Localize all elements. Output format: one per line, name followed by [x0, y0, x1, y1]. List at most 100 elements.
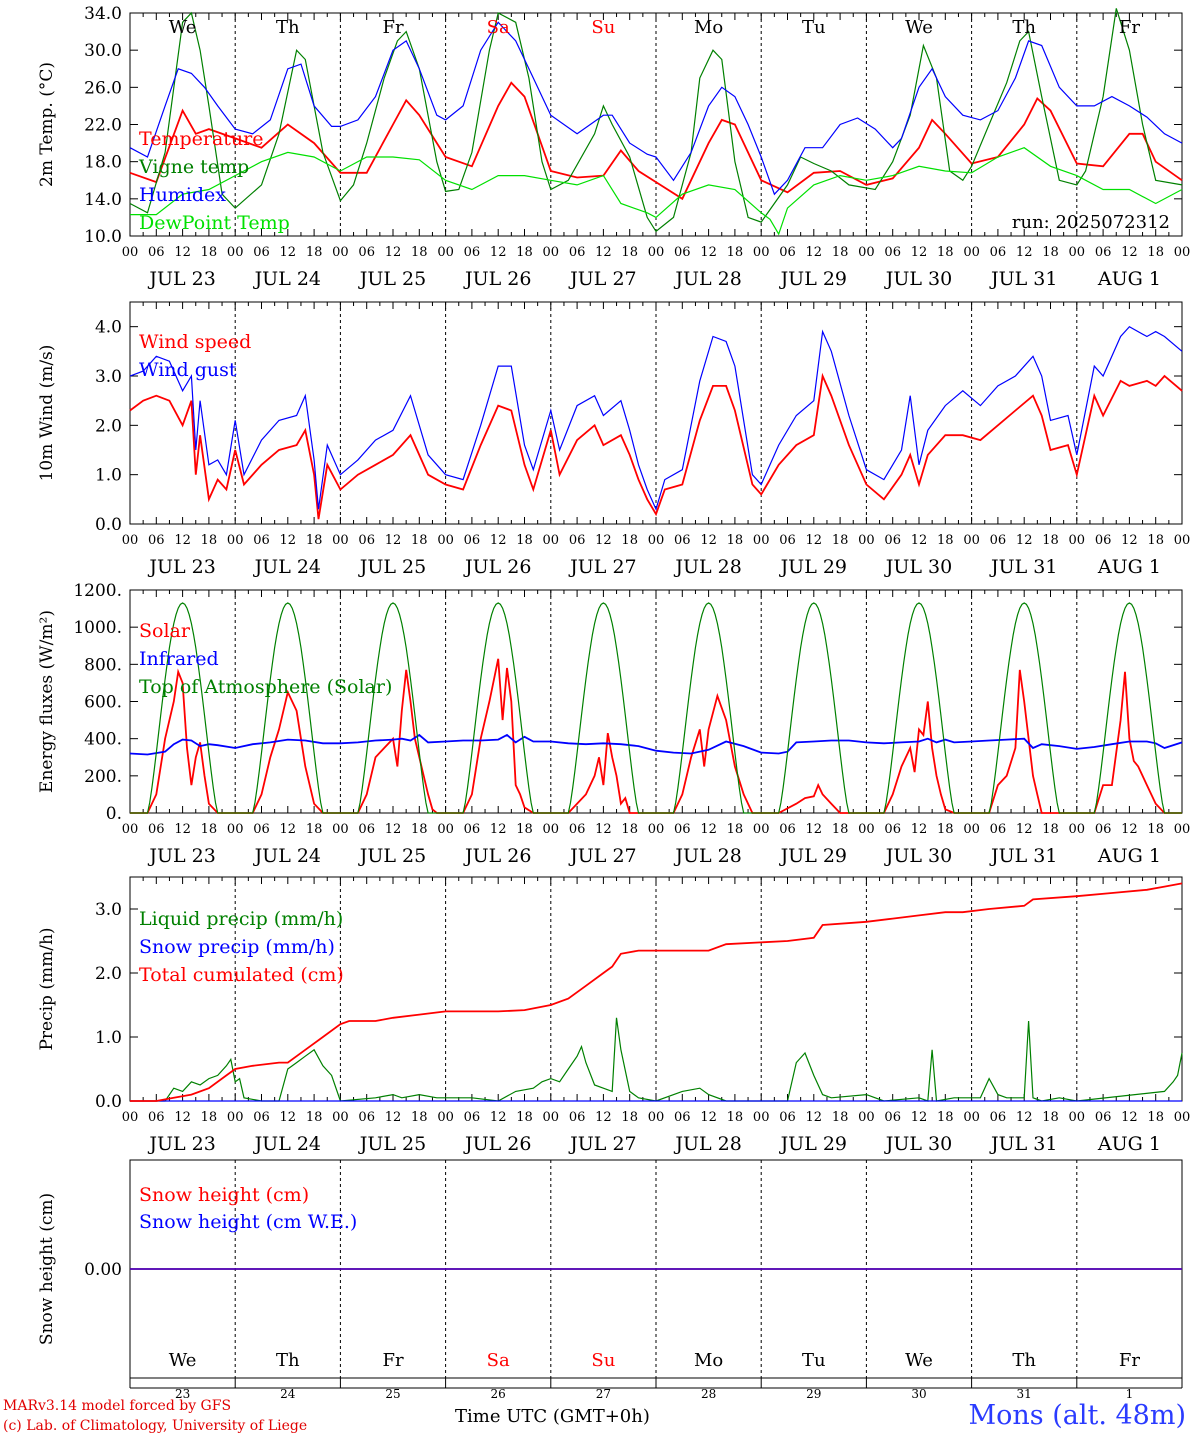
- energy-hour-label: 18: [1147, 822, 1164, 837]
- wind-hour-label: 12: [1016, 533, 1033, 548]
- temperature-hour-label: 18: [727, 245, 744, 260]
- weekday-label-top: We: [169, 17, 197, 38]
- energy-hour-label: 06: [990, 822, 1007, 837]
- wind-hour-label: 12: [280, 533, 297, 548]
- snow-legend-item: Snow height (cm W.E.): [139, 1211, 357, 1233]
- precip-hour-label: 06: [884, 1110, 901, 1125]
- energy-hour-label: 00: [648, 822, 665, 837]
- energy-hour-label: 06: [884, 822, 901, 837]
- wind-hour-label: 00: [963, 533, 980, 548]
- energy-legend-item: Top of Atmosphere (Solar): [139, 676, 392, 698]
- energy-hour-label: 12: [385, 822, 402, 837]
- wind-hour-label: 06: [464, 533, 481, 548]
- energy-date-label: AUG 1: [1097, 845, 1161, 867]
- energy-hour-label: 06: [253, 822, 270, 837]
- precip-hour-label: 12: [1121, 1110, 1138, 1125]
- precip-hour-label: 06: [358, 1110, 375, 1125]
- precip-hour-label: 06: [569, 1110, 586, 1125]
- weekday-label-bottom: Mo: [694, 1350, 723, 1371]
- temperature-ytick-label: 18.0: [84, 153, 122, 173]
- precip-hour-label: 12: [700, 1110, 717, 1125]
- temperature-hour-label: 06: [148, 245, 165, 260]
- wind-hour-label: 12: [385, 533, 402, 548]
- temperature-date-label: JUL 26: [463, 268, 531, 290]
- temperature-hour-label: 18: [937, 245, 954, 260]
- weekday-label-top: We: [905, 17, 933, 38]
- temperature-hour-label: 18: [201, 245, 218, 260]
- energy-ytick-label: 800.: [84, 655, 122, 675]
- wind-hour-label: 18: [201, 533, 218, 548]
- energy-hour-label: 18: [832, 822, 849, 837]
- precip-hour-label: 18: [1147, 1110, 1164, 1125]
- precip-legend-item: Liquid precip (mm/h): [139, 908, 343, 930]
- energy-date-label: JUL 24: [253, 845, 321, 867]
- temperature-hour-label: 06: [990, 245, 1007, 260]
- energy-hour-label: 00: [227, 822, 244, 837]
- precip-date-label: JUL 28: [673, 1133, 741, 1155]
- precip-hour-label: 00: [543, 1110, 560, 1125]
- temperature-hour-label: 06: [253, 245, 270, 260]
- energy-date-label: JUL 31: [989, 845, 1057, 867]
- energy-hour-label: 00: [858, 822, 875, 837]
- weekday-label-bottom: Tu: [802, 1350, 826, 1371]
- wind-ytick-label: 3.0: [95, 367, 122, 387]
- precip-date-label: JUL 30: [884, 1133, 952, 1155]
- energy-hour-label: 12: [911, 822, 928, 837]
- wind-hour-label: 00: [648, 533, 665, 548]
- wind-hour-label: 06: [674, 533, 691, 548]
- energy-hour-label: 12: [1016, 822, 1033, 837]
- wind-date-label: JUL 27: [568, 556, 636, 578]
- precip-hour-label: 06: [674, 1110, 691, 1125]
- wind-hour-label: 00: [858, 533, 875, 548]
- precip-hour-label: 12: [385, 1110, 402, 1125]
- wind-date-label: JUL 28: [673, 556, 741, 578]
- precip-hour-label: 12: [595, 1110, 612, 1125]
- temperature-ytick-label: 34.0: [84, 4, 122, 24]
- precip-date-label: JUL 26: [463, 1133, 531, 1155]
- day-number-label: 30: [911, 1387, 926, 1401]
- weekday-label-top: Tu: [802, 17, 826, 38]
- precip-hour-label: 18: [306, 1110, 323, 1125]
- weekday-label-top: Su: [591, 17, 615, 38]
- weekday-label-bottom: Th: [276, 1350, 300, 1371]
- temperature-hour-label: 00: [753, 245, 770, 260]
- wind-hour-label: 12: [911, 533, 928, 548]
- panel-snow: [129, 1159, 1183, 1379]
- temperature-hour-label: 18: [1147, 245, 1164, 260]
- run-label: run: 2025072312: [1012, 212, 1170, 233]
- wind-date-label: JUL 29: [779, 556, 847, 578]
- energy-hour-label: 18: [1042, 822, 1059, 837]
- wind-hour-label: 00: [543, 533, 560, 548]
- precip-hour-label: 06: [464, 1110, 481, 1125]
- energy-hour-label: 18: [727, 822, 744, 837]
- temperature-hour-label: 06: [464, 245, 481, 260]
- wind-date-label: JUL 25: [358, 556, 426, 578]
- precip-hour-label: 18: [621, 1110, 638, 1125]
- precip-hour-label: 06: [1095, 1110, 1112, 1125]
- precip-date-label: JUL 23: [147, 1133, 215, 1155]
- energy-hour-label: 06: [358, 822, 375, 837]
- wind-date-label: JUL 31: [989, 556, 1057, 578]
- temperature-date-label: JUL 25: [358, 268, 426, 290]
- weekday-label-top: Th: [1012, 17, 1036, 38]
- temperature-hour-label: 00: [1174, 245, 1191, 260]
- energy-series-2: [130, 602, 1182, 814]
- temperature-hour-label: 00: [963, 245, 980, 260]
- wind-hour-label: 12: [700, 533, 717, 548]
- precip-hour-label: 12: [1016, 1110, 1033, 1125]
- energy-legend-item: Infrared: [139, 648, 219, 670]
- temperature-hour-label: 12: [385, 245, 402, 260]
- temperature-legend-item: Humidex: [139, 184, 226, 206]
- temperature-hour-label: 00: [648, 245, 665, 260]
- temperature-ylabel: 2m Temp. (°C): [37, 62, 57, 187]
- weekday-label-top: Fr: [1119, 17, 1140, 38]
- precip-hour-label: 12: [174, 1110, 191, 1125]
- precip-date-label: JUL 25: [358, 1133, 426, 1155]
- precip-hour-label: 06: [990, 1110, 1007, 1125]
- temperature-ytick-label: 26.0: [84, 78, 122, 98]
- energy-hour-label: 12: [1121, 822, 1138, 837]
- energy-hour-label: 00: [332, 822, 349, 837]
- day-number-label: 1: [1126, 1387, 1134, 1401]
- day-number-label: 24: [280, 1387, 296, 1401]
- wind-hour-label: 00: [122, 533, 139, 548]
